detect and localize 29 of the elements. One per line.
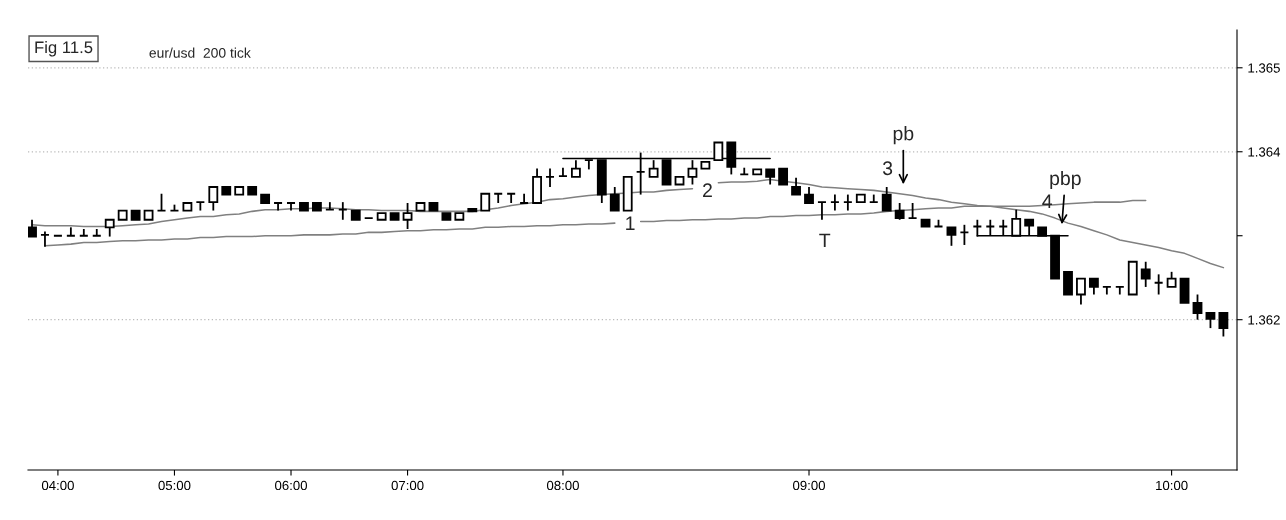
x-tick-label: 07:00: [391, 480, 424, 491]
annotation: pb: [893, 126, 914, 145]
candlestick: [609, 186, 620, 212]
y-tick-label: 1.365: [1248, 63, 1280, 73]
text: Fig 11.5: [35, 41, 93, 57]
x-tick-label: 08:00: [546, 480, 579, 491]
x-tick-label: 06:00: [275, 480, 308, 491]
annotation: T: [819, 233, 831, 248]
candlestick: [1063, 270, 1073, 296]
annotation: pbp: [1050, 170, 1081, 190]
annotation: 4: [1042, 194, 1053, 208]
x-tick-label: 09:00: [793, 480, 825, 491]
candlestick: [1192, 293, 1203, 321]
x-tick-label: 05:00: [158, 480, 191, 491]
y-tick-label: 1.362: [1248, 315, 1280, 325]
text: eur/usd 200 tick: [149, 47, 251, 58]
y-tick-label: 1.364: [1248, 147, 1281, 157]
candlestick: [402, 202, 413, 230]
candlestick: [1218, 312, 1229, 338]
candlestick: [946, 226, 957, 247]
candlestick: [1076, 277, 1086, 306]
x-tick-label: 04:00: [41, 480, 74, 491]
annotation: 2: [703, 183, 712, 197]
candlestick: [881, 186, 892, 212]
candlestick: [1140, 260, 1151, 288]
candlestick: [208, 186, 219, 212]
annotation: 3: [882, 161, 893, 176]
x-tick-label: 10:00: [1156, 480, 1188, 491]
annotation: 1: [626, 216, 635, 230]
